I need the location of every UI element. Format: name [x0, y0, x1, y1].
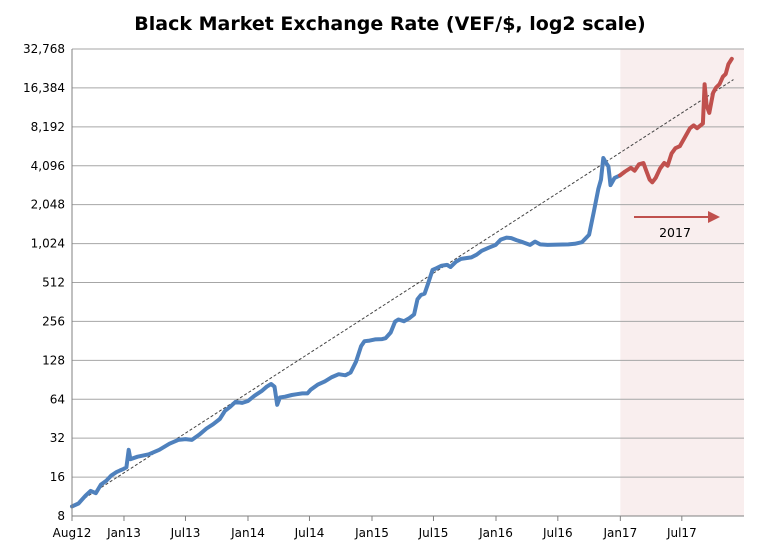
y-tick-label: 4,096	[31, 159, 65, 173]
y-tick-label: 1,024	[31, 237, 65, 251]
chart-title: Black Market Exchange Rate (VEF/$, log2 …	[134, 13, 645, 35]
y-tick-label: 16,384	[23, 81, 65, 95]
series-line-blue	[70, 156, 622, 509]
x-tick-label: Jan13	[106, 526, 141, 540]
y-tick-label: 8,192	[31, 120, 65, 134]
x-tick-label: Jan17	[602, 526, 637, 540]
y-tick-label: 8	[57, 509, 65, 523]
y-tick-label: 16	[50, 470, 65, 484]
y-tick-label: 64	[50, 392, 65, 406]
y-tick-label: 256	[42, 314, 65, 328]
x-tick-label: Jul15	[418, 526, 449, 540]
x-tick-label: Jul17	[666, 526, 697, 540]
trendline	[71, 79, 734, 507]
y-tick-label: 32	[50, 431, 65, 445]
series-line-red	[618, 56, 734, 185]
y-tick-label: 2,048	[31, 198, 65, 212]
x-tick-label: Aug12	[53, 526, 92, 540]
y-tick-label: 128	[42, 353, 65, 367]
x-tick-label: Jul14	[294, 526, 325, 540]
y-tick-label: 32,768	[23, 42, 65, 56]
x-tick-label: Jul13	[170, 526, 201, 540]
arrow-head-icon	[708, 211, 720, 223]
annotation-label: 2017	[659, 225, 691, 240]
x-tick-label: Jan14	[230, 526, 265, 540]
x-tick-label: Jan15	[354, 526, 389, 540]
y-tick-label: 512	[42, 276, 65, 290]
x-tick-label: Jan16	[478, 526, 513, 540]
x-tick-label: Jul16	[542, 526, 573, 540]
